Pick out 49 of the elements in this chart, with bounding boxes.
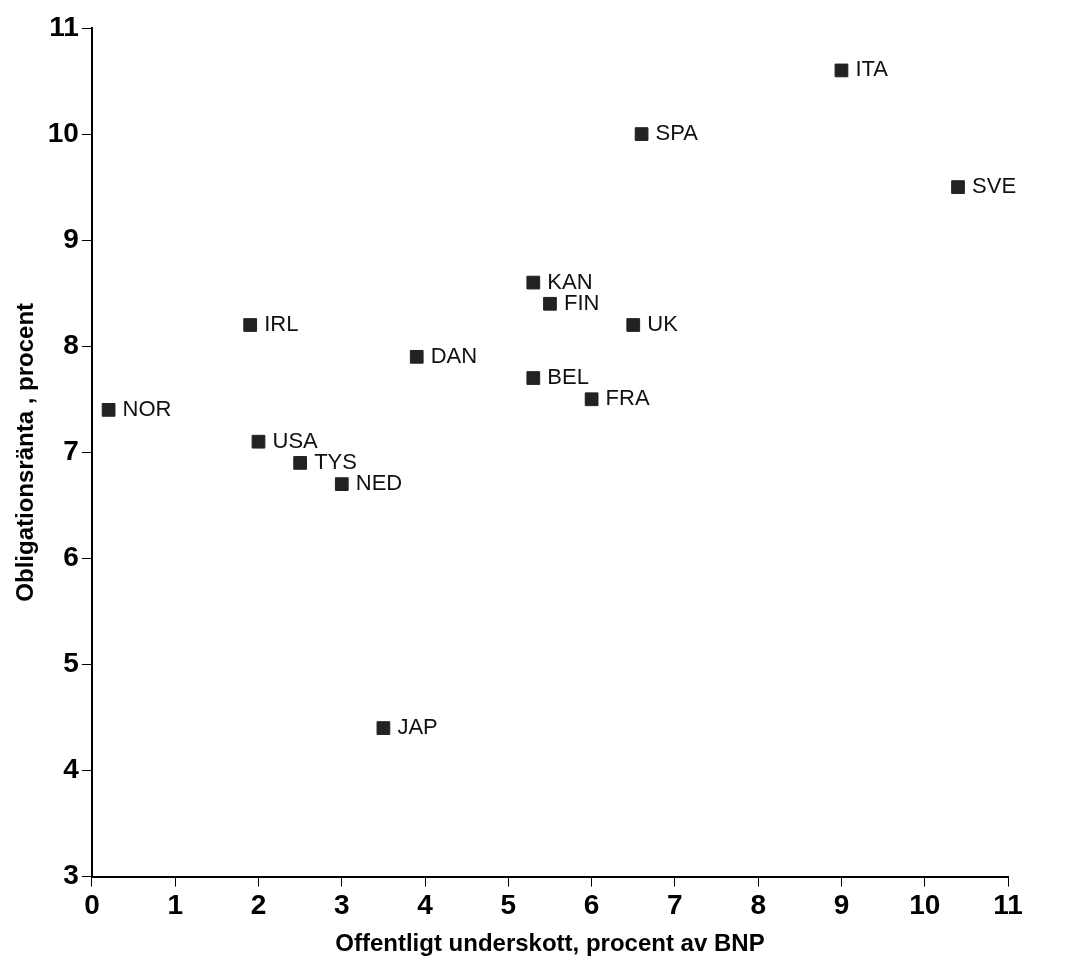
x-tick-label: 9 bbox=[833, 889, 850, 921]
point bbox=[834, 63, 849, 78]
point bbox=[584, 392, 599, 407]
y-tick-label: 11 bbox=[49, 10, 79, 42]
x-axis-title: Offentligt underskott, procent av BNP bbox=[335, 929, 765, 957]
x-tick-label: 1 bbox=[167, 889, 184, 921]
y-tick-label: 8 bbox=[63, 328, 79, 360]
point bbox=[526, 275, 541, 290]
point bbox=[293, 456, 307, 470]
y-tick-label: 6 bbox=[63, 541, 79, 573]
y-tick-label: 9 bbox=[63, 222, 79, 254]
x-tick-label: 2 bbox=[250, 889, 267, 921]
point bbox=[251, 434, 266, 449]
point bbox=[543, 296, 557, 311]
annotation: FRA bbox=[605, 385, 650, 411]
x-tick-label: 8 bbox=[750, 889, 766, 921]
y-tick-label: 4 bbox=[63, 753, 80, 785]
point bbox=[626, 318, 641, 332]
point bbox=[409, 349, 424, 364]
annotation: ITA bbox=[855, 56, 889, 82]
point bbox=[526, 371, 541, 385]
x-tick-label: 0 bbox=[84, 889, 100, 921]
x-tick-label: 3 bbox=[333, 889, 350, 921]
annotation: NED bbox=[355, 470, 403, 496]
point bbox=[634, 127, 649, 141]
x-tick-label: 11 bbox=[993, 889, 1023, 921]
y-tick-label: 5 bbox=[63, 647, 79, 679]
annotation: SVE bbox=[972, 173, 1017, 199]
annotation: DAN bbox=[430, 342, 478, 368]
annotation: NOR bbox=[122, 395, 172, 421]
y-tick-label: 10 bbox=[47, 116, 79, 148]
point bbox=[334, 477, 349, 491]
annotation: BEL bbox=[547, 364, 589, 390]
y-tick-label: 7 bbox=[63, 435, 79, 467]
x-tick-label: 6 bbox=[583, 889, 600, 921]
point bbox=[951, 180, 965, 194]
x-tick-label: 4 bbox=[417, 889, 434, 921]
point bbox=[376, 721, 391, 735]
annotation: IRL bbox=[264, 311, 299, 337]
point bbox=[101, 403, 116, 417]
annotation: UK bbox=[647, 311, 679, 337]
annotation: SPA bbox=[655, 120, 699, 146]
y-tick-label: 3 bbox=[63, 859, 79, 891]
x-tick-label: 7 bbox=[667, 889, 683, 921]
y-axis-title: Obligationsränta , procent bbox=[11, 302, 39, 602]
x-tick-label: 5 bbox=[500, 889, 517, 921]
x-tick-label: 10 bbox=[909, 889, 941, 921]
annotation: JAP bbox=[397, 714, 438, 740]
point bbox=[243, 318, 258, 332]
